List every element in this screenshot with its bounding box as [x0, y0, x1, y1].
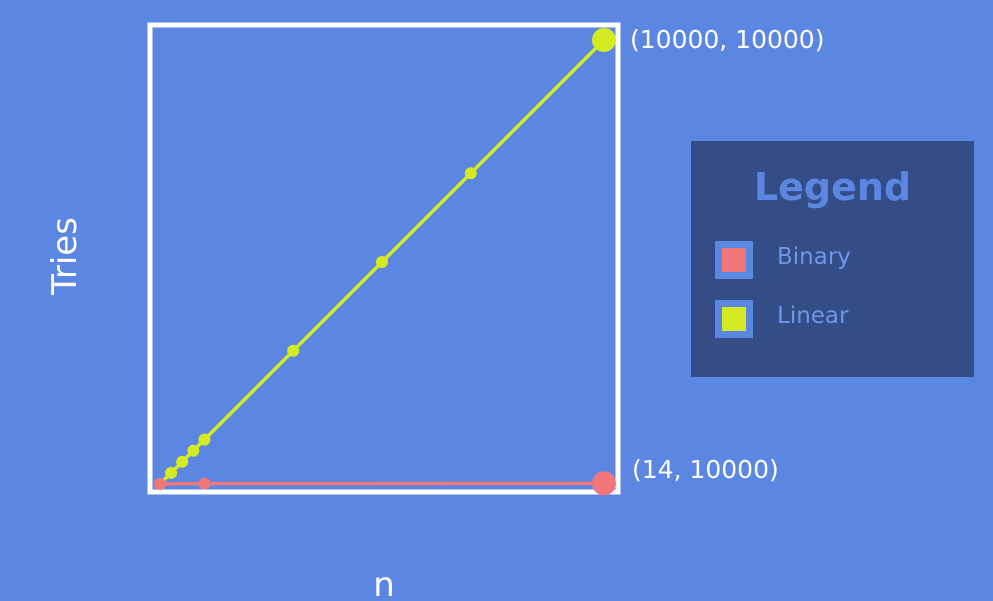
- linear-point: [287, 344, 300, 357]
- annotation-linear: (10000, 10000): [630, 25, 824, 54]
- plot-frame: [147, 22, 621, 495]
- binary-series-line: [159, 481, 605, 486]
- y-axis-label: Tries: [45, 217, 85, 296]
- legend-label-binary: Binary: [777, 244, 851, 270]
- binary-point: [592, 471, 616, 496]
- legend-swatch-linear: [715, 300, 753, 338]
- binary-point: [198, 477, 211, 490]
- annotation-binary: (14, 10000): [632, 455, 779, 484]
- x-axis-label: n: [373, 565, 395, 601]
- binary-point: [154, 478, 166, 490]
- legend: Legend Binary Linear: [691, 141, 974, 377]
- linear-point: [165, 466, 178, 479]
- legend-title: Legend: [753, 165, 912, 209]
- legend-swatch-binary: [715, 241, 753, 279]
- linear-point: [176, 455, 189, 468]
- linear-point: [187, 444, 200, 457]
- series-layer: [154, 28, 616, 496]
- linear-point: [592, 28, 616, 52]
- linear-point: [376, 256, 388, 268]
- linear-point: [464, 167, 477, 180]
- legend-label-linear: Linear: [777, 303, 849, 329]
- linear-point: [198, 433, 211, 446]
